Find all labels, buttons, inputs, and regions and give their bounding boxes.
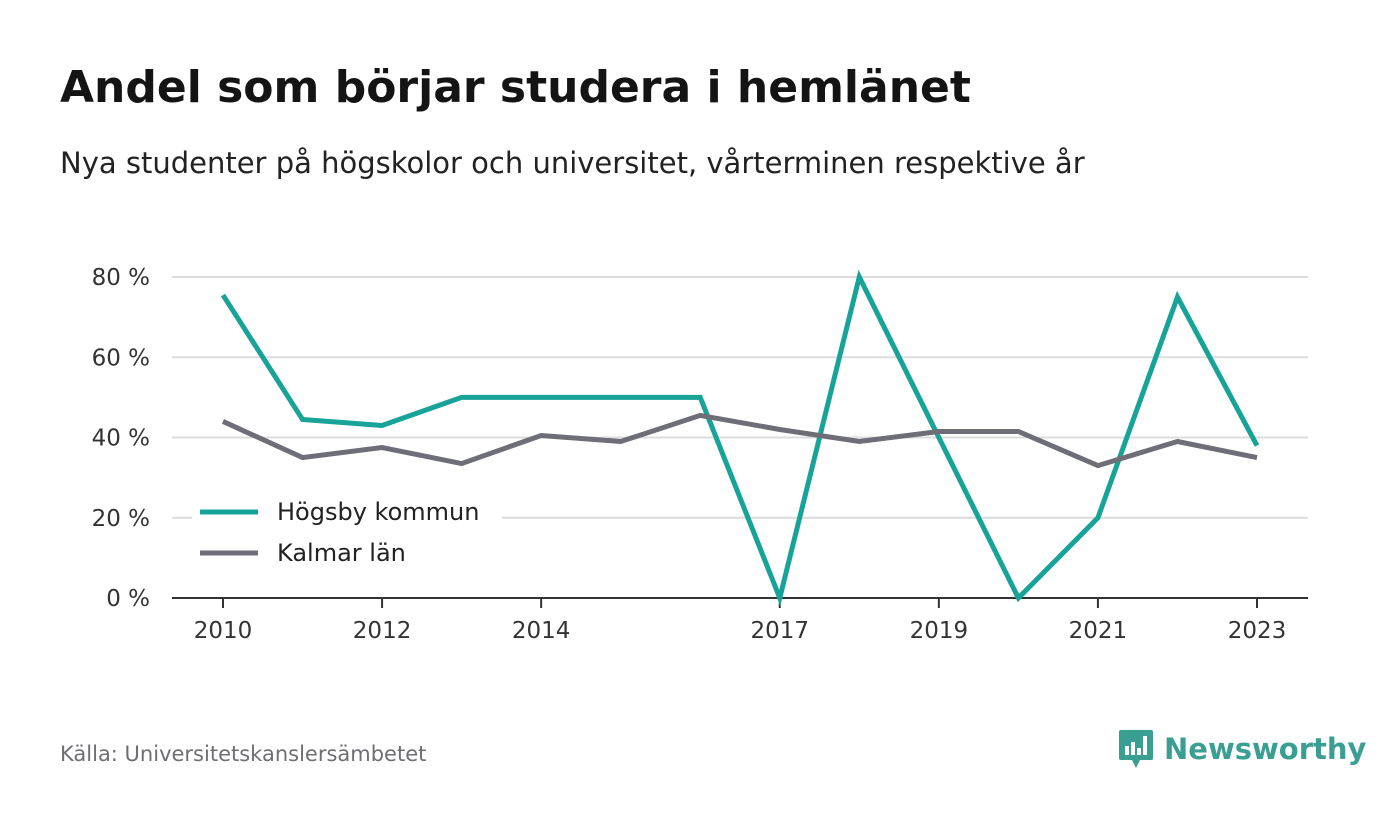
x-tick-label: 2019 [910,618,969,644]
x-tick-label: 2014 [512,618,571,644]
x-tick-label: 2017 [750,618,809,644]
y-tick-label: 80 % [92,265,150,291]
grid-lines [172,276,1308,519]
legend: Högsby kommun Kalmar län [192,492,502,573]
series-lines [220,269,1260,607]
legend-label: Högsby kommun [277,498,479,526]
x-tick-label: 2021 [1069,618,1128,644]
chart-title: Andel som börjar studera i hemlänet [60,62,971,113]
y-tick-label: 20 % [92,506,150,532]
x-tick-label: 2023 [1228,618,1287,644]
y-tick-label: 40 % [92,426,150,452]
bar-chart-speech-bubble-icon [1119,730,1153,768]
series-line [221,412,1258,469]
y-tick-label: 60 % [92,345,150,371]
x-tick-label: 2012 [353,618,412,644]
x-tick-label: 2010 [194,618,253,644]
source-note: Källa: Universitetskanslersämbetet [60,742,427,766]
axes: 0 % 20 % 40 % 60 % 80 % 2010 2012 2014 2017 2019 2… [92,265,1308,644]
chart-subtitle: Nya studenter på högskolor och universit… [60,146,1085,180]
brand-name: Newsworthy [1164,732,1367,766]
y-tick-label: 0 % [106,586,150,612]
brand-logo: Newsworthy [1118,728,1366,770]
series-line [220,269,1260,607]
legend-label: Kalmar län [277,539,406,567]
